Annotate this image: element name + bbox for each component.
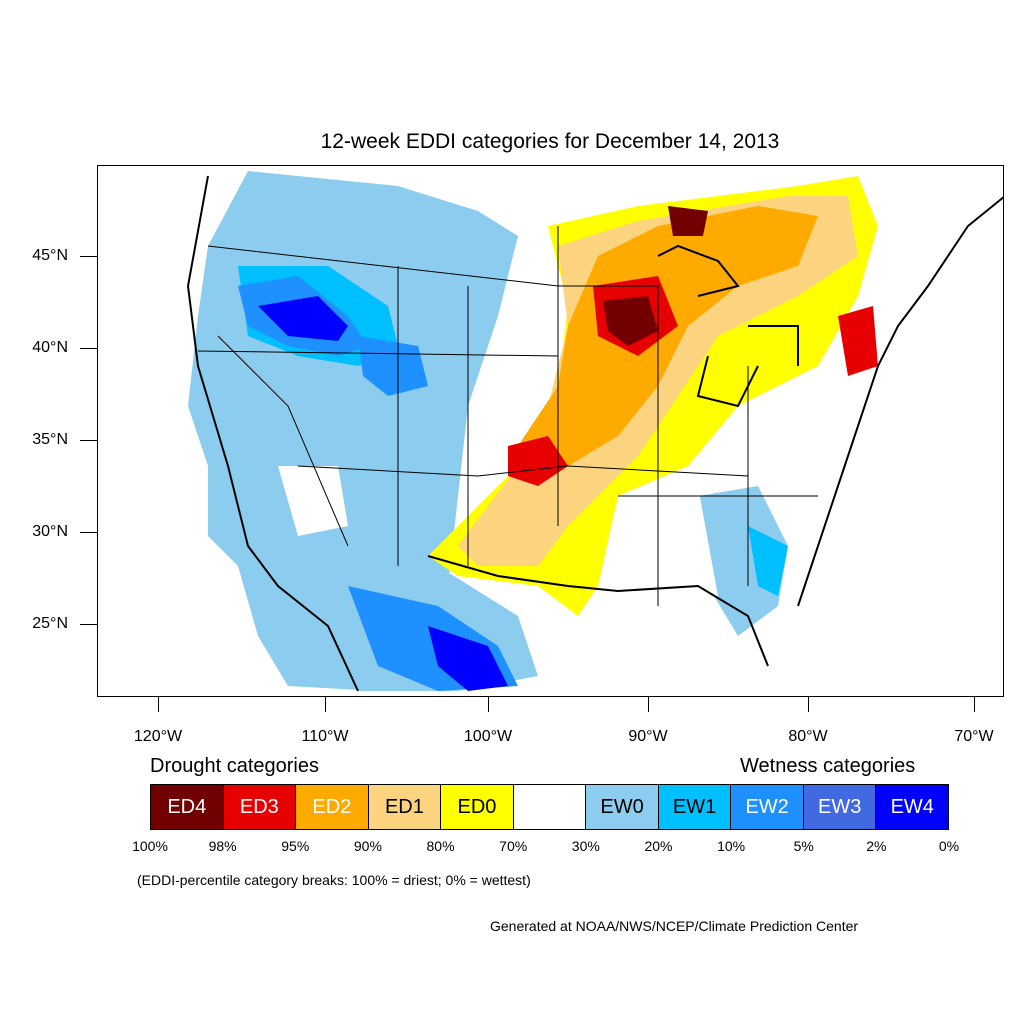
legend-swatch-ed4: ED4 [151, 785, 224, 829]
central-ed2-region [518, 206, 818, 466]
break-label: 5% [793, 838, 814, 854]
map-frame [97, 165, 1004, 697]
break-label: 80% [426, 838, 455, 854]
lat-tick [80, 624, 97, 625]
break-label: 95% [281, 838, 310, 854]
legend-swatch-ew1: EW1 [658, 785, 732, 829]
state-boundaries [197, 226, 818, 606]
legend-swatch-ew3: EW3 [803, 785, 877, 829]
legend-swatch-ew0: EW0 [586, 785, 659, 829]
rockies-ew2-region [358, 336, 428, 396]
legend-bar: ED4 ED3 ED2 ED1 ED0 EW0 EW1 EW2 EW3 EW4 [150, 784, 949, 830]
lon-tick [648, 697, 649, 712]
texas-ew4-region [428, 626, 508, 691]
legend-swatch-neutral [513, 785, 587, 829]
lon-tick [158, 697, 159, 712]
lon-tick [808, 697, 809, 712]
mountain-neutral-region [278, 466, 348, 536]
coastlines [186, 175, 1003, 692]
lon-label-110: 110°W [301, 728, 349, 745]
southeast-neutral-region [618, 486, 718, 606]
break-label: 70% [499, 838, 528, 854]
legend-swatch-ed0: ED0 [441, 785, 514, 829]
lat-label-25: 25°N [32, 615, 68, 632]
lon-tick [325, 697, 326, 712]
legend-swatch-ed3: ED3 [223, 785, 297, 829]
wisconsin-ed4-region [603, 296, 658, 346]
break-label: 98% [208, 838, 237, 854]
lat-tick [80, 532, 97, 533]
northeast-ed3-region [838, 306, 878, 376]
break-label: 90% [353, 838, 382, 854]
lat-label-40: 40°N [32, 339, 68, 356]
plains-ed3-region [508, 436, 568, 486]
lon-label-80: 80°W [788, 728, 828, 745]
lat-tick [80, 440, 97, 441]
break-label: 100% [132, 838, 168, 854]
legend-swatch-ew4: EW4 [876, 785, 949, 829]
lon-tick [974, 697, 975, 712]
lon-label-90: 90°W [628, 728, 668, 745]
break-label: 20% [644, 838, 673, 854]
legend-swatch-ed2: ED2 [296, 785, 369, 829]
lon-tick [488, 697, 489, 712]
lat-label-30: 30°N [32, 523, 68, 540]
break-label: 30% [571, 838, 600, 854]
lat-label-35: 35°N [32, 431, 68, 448]
credit-line: Generated at NOAA/NWS/NCEP/Climate Predi… [490, 918, 859, 934]
eddi-map [186, 171, 1003, 692]
lat-tick [80, 348, 97, 349]
lon-label-100: 100°W [463, 728, 513, 745]
legend-swatch-ed1: ED1 [368, 785, 442, 829]
break-label: 0% [938, 838, 960, 854]
category-note: (EDDI-percentile category breaks: 100% =… [137, 872, 531, 888]
lon-label-120: 120°W [133, 728, 183, 745]
lat-tick [80, 256, 97, 257]
wetness-categories-label: Wetness categories [740, 755, 916, 777]
lat-label-45: 45°N [32, 247, 68, 264]
legend-swatch-ew2: EW2 [731, 785, 804, 829]
break-label: 10% [717, 838, 746, 854]
upper-ed4-region [668, 206, 708, 236]
lon-label-70: 70°W [954, 728, 994, 745]
southeast-ew1-region [748, 526, 788, 596]
drought-categories-label: Drought categories [150, 755, 319, 777]
break-label: 2% [866, 838, 887, 854]
map-title: 12-week EDDI categories for December 14,… [320, 130, 780, 153]
west-ew4-region [258, 296, 348, 341]
